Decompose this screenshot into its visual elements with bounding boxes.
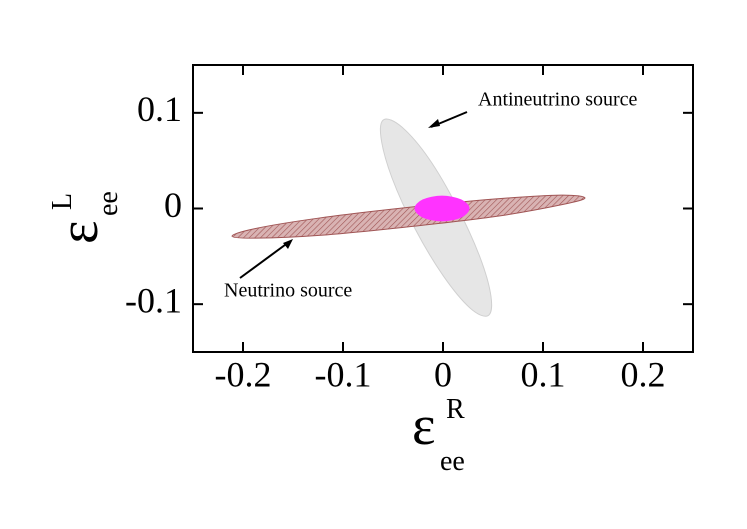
annotation: Neutrino source: [224, 280, 352, 302]
y-tick-label: 0.1: [137, 89, 182, 129]
y-label-symbol: ε: [48, 220, 110, 244]
annotation-arrow: [239, 241, 290, 279]
region: [414, 195, 470, 222]
x-tick-label: -0.1: [315, 354, 372, 394]
y-tick-label: 0: [164, 185, 182, 225]
x-label-sub: ee: [440, 446, 465, 477]
axes: -0.2 -0.1 0 0.1 0.2 -0.1 0 0.1: [125, 65, 693, 394]
x-tick-label: 0.2: [621, 354, 666, 394]
x-tick-label: 0.1: [521, 354, 566, 394]
y-axis-label: εL ee: [47, 191, 124, 244]
y-label-text: εL ee: [47, 191, 124, 244]
x-label-symbol: ε: [412, 395, 436, 457]
y-tick-label: -0.1: [125, 280, 182, 320]
x-tick-label: -0.2: [215, 354, 272, 394]
annotation: Antineutrino source: [478, 89, 638, 111]
plot-area: [231, 118, 586, 317]
region: [231, 194, 586, 239]
arrow-head: [428, 119, 440, 128]
x-label-sup: R: [446, 394, 465, 425]
x-tick-label: 0: [434, 354, 452, 394]
y-label-sub: ee: [93, 191, 124, 216]
arrow-head: [283, 239, 293, 249]
y-label-sup: L: [47, 193, 78, 210]
